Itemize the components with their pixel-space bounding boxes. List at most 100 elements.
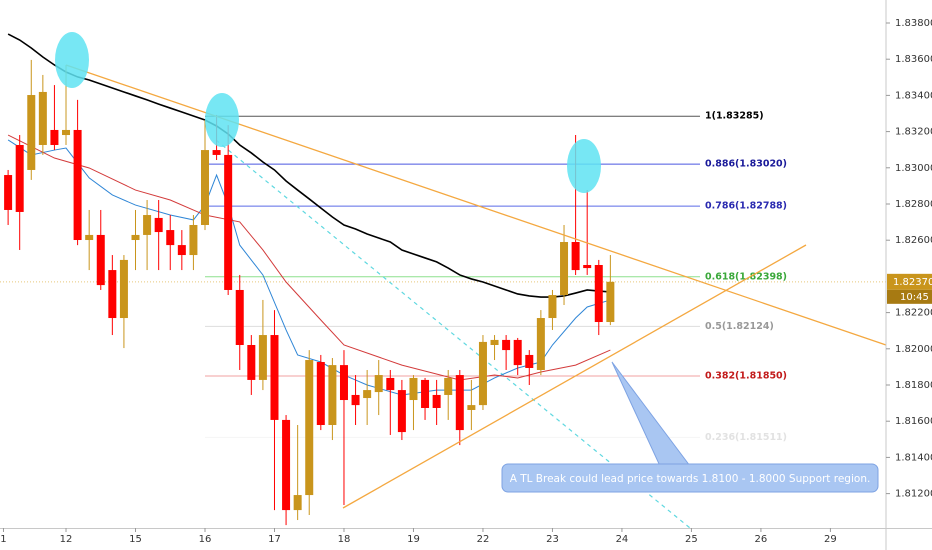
candle-body bbox=[108, 270, 117, 319]
fib-label: 0.886(1.83020) bbox=[705, 159, 787, 170]
candle-body bbox=[166, 230, 175, 246]
overlays: A TL Break could lead price towards 1.81… bbox=[55, 32, 887, 509]
callout-text: A TL Break could lead price towards 1.81… bbox=[510, 473, 871, 485]
y-tick-label: 1.81800 bbox=[895, 380, 932, 391]
candle-body bbox=[131, 234, 140, 241]
candle-body bbox=[247, 345, 256, 380]
candle-body bbox=[282, 419, 291, 511]
candle-body bbox=[363, 390, 372, 399]
candle-body bbox=[432, 394, 441, 408]
highlight-circle bbox=[205, 93, 239, 147]
candle-body bbox=[444, 377, 453, 395]
y-tick-label: 1.82000 bbox=[895, 344, 932, 355]
highlight-circle bbox=[55, 32, 89, 88]
candle-body bbox=[467, 405, 476, 410]
candle-body bbox=[606, 281, 615, 323]
y-tick-label: 1.82200 bbox=[895, 308, 932, 319]
moving-average bbox=[7, 134, 611, 381]
candle-body bbox=[421, 379, 430, 408]
countdown-label: 10:45 bbox=[900, 292, 929, 303]
dotted-trend-line bbox=[215, 139, 691, 529]
candle-body bbox=[270, 335, 279, 420]
candle-body bbox=[143, 215, 152, 235]
candle-body bbox=[490, 339, 499, 346]
candle-body bbox=[525, 354, 534, 368]
x-tick-label: 1 bbox=[0, 534, 6, 545]
candle-body bbox=[386, 377, 395, 391]
candle-body bbox=[224, 154, 233, 290]
candle-body bbox=[38, 91, 47, 145]
time-axis-bg bbox=[0, 528, 932, 550]
y-tick-label: 1.83200 bbox=[895, 127, 932, 138]
x-tick-label: 22 bbox=[477, 534, 490, 545]
candle-body bbox=[293, 495, 302, 511]
y-tick-label: 1.81400 bbox=[895, 452, 932, 463]
candle-body bbox=[571, 242, 580, 271]
y-tick-label: 1.81200 bbox=[895, 489, 932, 500]
candle-body bbox=[351, 394, 360, 406]
candle-body bbox=[374, 375, 383, 393]
candle-body bbox=[536, 318, 545, 370]
x-tick-label: 19 bbox=[407, 534, 420, 545]
x-tick-label: 15 bbox=[129, 534, 142, 545]
candle-body bbox=[235, 289, 244, 346]
x-tick-label: 23 bbox=[546, 534, 559, 545]
candle-body bbox=[189, 224, 198, 256]
y-tick-label: 1.82600 bbox=[895, 235, 932, 246]
candle-body bbox=[15, 144, 24, 212]
countdown-tag bbox=[887, 289, 932, 304]
candle-layer bbox=[4, 59, 615, 526]
candle-body bbox=[316, 362, 325, 426]
x-tick-label: 25 bbox=[685, 534, 698, 545]
candle-body bbox=[50, 129, 59, 145]
axes: 1.81200 1.81400 1.81600 1.81800 1.82000 1.822… bbox=[0, 18, 932, 545]
candle-body bbox=[85, 234, 94, 241]
y-tick-label: 1.81600 bbox=[895, 416, 932, 427]
candle-body bbox=[478, 341, 487, 406]
down-trend-line bbox=[65, 64, 887, 346]
fib-label: 0.382(1.81850) bbox=[705, 370, 787, 381]
candle-body bbox=[73, 129, 82, 241]
candle-body bbox=[455, 375, 464, 431]
candle-body bbox=[154, 217, 163, 233]
fib-label: 0.5(1.82124) bbox=[705, 321, 774, 332]
y-tick-label: 1.83800 bbox=[895, 18, 932, 29]
candle-body bbox=[409, 377, 418, 401]
x-tick-label: 12 bbox=[60, 534, 73, 545]
candle-body bbox=[548, 295, 557, 319]
candle-body bbox=[4, 175, 13, 210]
candle-body bbox=[305, 360, 314, 496]
moving-average bbox=[7, 33, 611, 298]
y-tick-label: 1.83000 bbox=[895, 163, 932, 174]
fib-label: 0.236(1.81511) bbox=[705, 432, 787, 443]
candle-body bbox=[328, 365, 337, 426]
drawings bbox=[215, 139, 691, 529]
fib-label: 0.618(1.82398) bbox=[705, 271, 787, 282]
candle-body bbox=[397, 390, 406, 433]
candle-body bbox=[513, 339, 522, 366]
candle-body bbox=[212, 150, 221, 155]
last-price-tag bbox=[887, 273, 932, 290]
candle-body bbox=[560, 242, 569, 296]
up-trend-line bbox=[342, 244, 807, 509]
y-tick-label: 1.83600 bbox=[895, 54, 932, 65]
candle-body bbox=[62, 129, 71, 136]
candle-body bbox=[339, 365, 348, 401]
candle-body bbox=[177, 245, 186, 256]
candle-body bbox=[583, 264, 592, 269]
last-price-label: 1.82370 bbox=[893, 277, 932, 288]
highlight-circle bbox=[567, 139, 601, 193]
candle-body bbox=[200, 150, 209, 225]
candle-body bbox=[96, 234, 105, 286]
fib-label: 0.786(1.82788) bbox=[705, 201, 787, 212]
candle-body bbox=[119, 259, 128, 319]
x-tick-label: 17 bbox=[268, 534, 281, 545]
candle-body bbox=[594, 264, 603, 323]
callout-box bbox=[501, 463, 879, 493]
x-tick-label: 16 bbox=[199, 534, 212, 545]
x-tick-label: 29 bbox=[824, 534, 837, 545]
candle-body bbox=[258, 335, 267, 380]
x-tick-label: 24 bbox=[616, 534, 629, 545]
x-tick-label: 26 bbox=[755, 534, 768, 545]
